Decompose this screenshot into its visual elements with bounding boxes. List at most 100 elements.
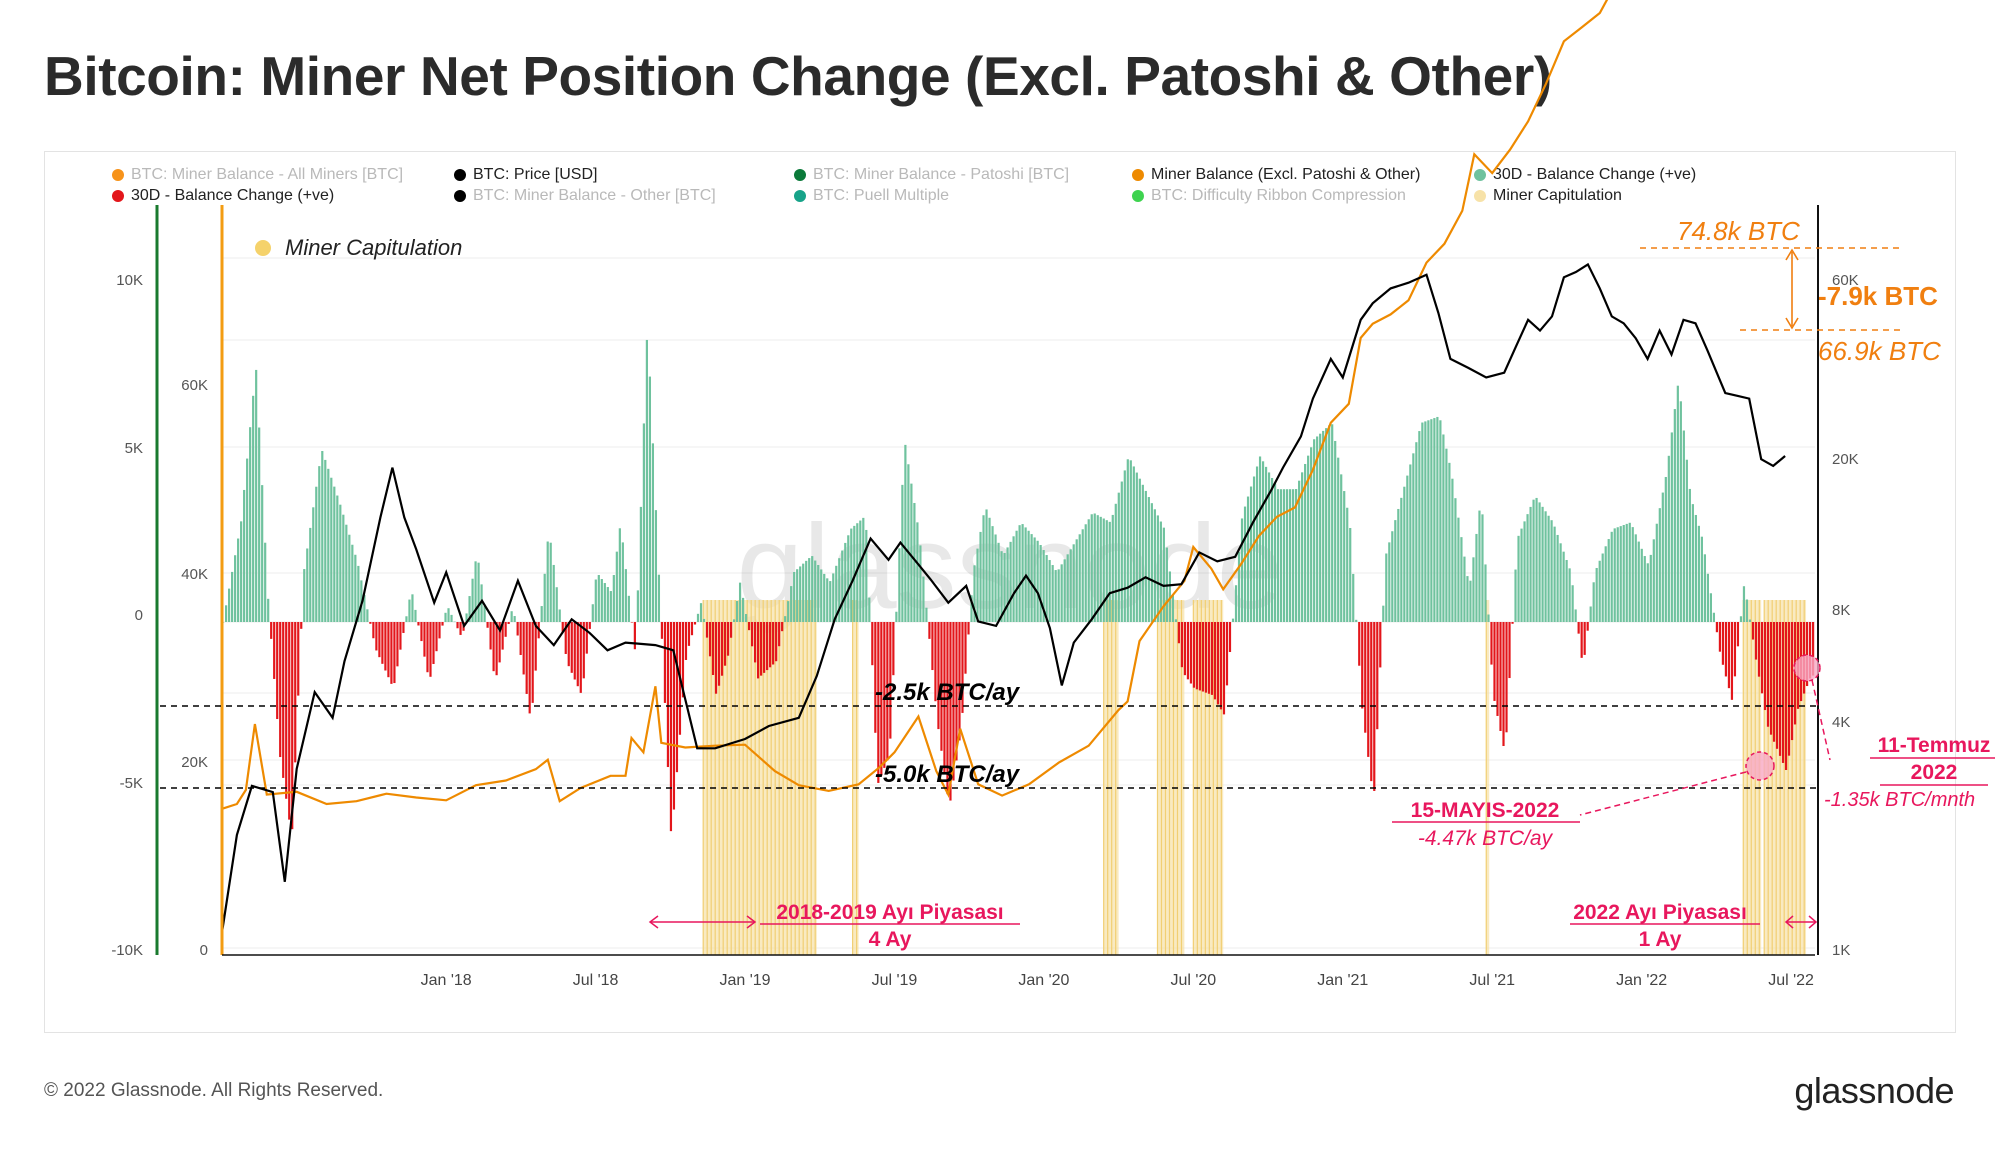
bar-positive xyxy=(483,606,486,622)
bar-positive xyxy=(414,609,417,622)
bar-negative xyxy=(964,622,967,674)
bar-positive xyxy=(1556,534,1559,622)
bar-negative xyxy=(1204,622,1208,693)
legend-item-difficulty-ribbon[interactable]: BTC: Difficulty Ribbon Compression xyxy=(1132,187,1406,205)
bar-positive xyxy=(1634,534,1637,622)
bar-positive xyxy=(264,542,267,622)
legend-item-other[interactable]: BTC: Miner Balance - Other [BTC] xyxy=(454,187,716,205)
bar-negative xyxy=(1207,622,1211,694)
bar-negative xyxy=(372,622,375,639)
bar-negative xyxy=(1583,622,1586,655)
bar-positive xyxy=(1286,489,1289,622)
bar-positive xyxy=(1469,580,1472,622)
bar-positive xyxy=(465,613,468,622)
legend-dot xyxy=(794,169,806,181)
bar-positive xyxy=(1292,489,1295,622)
bar-positive xyxy=(738,582,742,622)
bar-positive xyxy=(603,583,606,622)
legend-label: Miner Capitulation xyxy=(1493,187,1622,204)
bar-positive xyxy=(366,609,369,622)
bar-positive xyxy=(1466,576,1469,622)
bar-positive xyxy=(853,525,856,622)
legend-label: BTC: Miner Balance - All Miners [BTC] xyxy=(131,166,404,183)
bar-positive xyxy=(363,594,366,622)
bar-positive xyxy=(1475,533,1478,622)
bar-positive xyxy=(1252,476,1256,622)
bar-positive xyxy=(405,616,408,622)
bar-positive xyxy=(1045,555,1048,622)
legend-item-all-miners[interactable]: BTC: Miner Balance - All Miners [BTC] xyxy=(112,166,403,184)
bar-positive xyxy=(261,485,264,622)
bar-positive xyxy=(1060,564,1063,622)
bar-negative xyxy=(781,622,784,632)
bar-negative xyxy=(1213,622,1217,700)
bar-positive xyxy=(784,616,787,622)
bar-negative xyxy=(369,622,372,624)
ref-line-1-label: -2.5k BTC/ay xyxy=(875,679,1021,706)
bar-positive xyxy=(1295,489,1298,622)
bar-positive xyxy=(1000,551,1003,622)
chart-title: Bitcoin: Miner Net Position Change (Excl… xyxy=(44,45,1552,107)
bar-negative xyxy=(886,622,889,761)
bar-negative xyxy=(693,622,697,625)
bar-positive xyxy=(555,587,558,622)
may-title: 15-MAYIS-2022 xyxy=(1411,799,1560,822)
bar-negative xyxy=(1763,622,1767,711)
y-tick-label-miner-balance: 0 xyxy=(200,942,208,959)
bar-positive xyxy=(231,571,234,622)
bar-negative xyxy=(588,622,591,629)
bar-positive xyxy=(1457,517,1460,622)
bar-positive xyxy=(234,555,237,622)
bar-negative xyxy=(952,622,955,781)
bar-positive xyxy=(1622,525,1625,622)
bar-positive xyxy=(1472,557,1475,622)
bar-negative xyxy=(393,622,396,684)
bar-negative xyxy=(1177,622,1180,644)
bar-negative xyxy=(1210,622,1214,695)
legend-item-puell[interactable]: BTC: Puell Multiple xyxy=(794,187,949,205)
legend-item-balance-change-positive[interactable]: 30D - Balance Change (+ve) xyxy=(1474,166,1696,184)
legend-item-miner-capitulation[interactable]: Miner Capitulation xyxy=(1474,187,1622,205)
bar-positive xyxy=(856,523,859,622)
bar-positive xyxy=(651,443,655,622)
bar-negative xyxy=(931,622,934,671)
bar-positive xyxy=(820,569,823,622)
bar-positive xyxy=(826,578,829,622)
bar-positive xyxy=(1631,527,1634,622)
bar-positive xyxy=(621,542,624,622)
bar-positive xyxy=(925,607,928,622)
bar-positive xyxy=(1691,504,1694,622)
bar-positive xyxy=(1298,480,1301,622)
bar-positive xyxy=(1039,545,1042,622)
bar-positive xyxy=(345,524,348,622)
bar-negative xyxy=(375,622,378,651)
bar-negative xyxy=(270,622,273,639)
bar-negative xyxy=(564,622,567,654)
bar-negative xyxy=(579,622,582,693)
legend-item-miner-balance-excl[interactable]: Miner Balance (Excl. Patoshi & Other) xyxy=(1132,166,1420,184)
legend-label: BTC: Miner Balance - Other [BTC] xyxy=(473,187,716,204)
bar-positive xyxy=(811,556,814,622)
axes: 10K 5K 0 -5K -10K 60K 40K 20K 0 60K 20K 8K 4K 1K Jan '… xyxy=(111,205,1859,989)
bar-negative xyxy=(396,622,399,667)
bar-positive xyxy=(1319,433,1322,622)
bar-negative xyxy=(1805,622,1809,687)
legend-item-balance-change-negative[interactable]: 30D - Balance Change (+ve) xyxy=(112,187,334,205)
bar-positive xyxy=(1676,385,1679,622)
bar-positive xyxy=(1436,416,1439,622)
bar-positive xyxy=(1589,606,1592,622)
bar-positive xyxy=(699,603,703,622)
bar-negative xyxy=(1811,622,1815,676)
bar-positive xyxy=(1523,521,1526,622)
july-leader-line xyxy=(1811,679,1831,761)
bar-positive xyxy=(735,601,739,622)
bar-positive xyxy=(228,588,231,622)
legend-item-price[interactable]: BTC: Price [USD] xyxy=(454,166,597,184)
legend-item-patoshi[interactable]: BTC: Miner Balance - Patoshi [BTC] xyxy=(794,166,1069,184)
bar-positive xyxy=(1682,430,1685,622)
bar-positive xyxy=(1568,568,1571,622)
bar-positive xyxy=(1033,537,1036,622)
bar-positive xyxy=(1646,563,1649,622)
bar-negative xyxy=(1201,622,1205,692)
bar-negative xyxy=(504,622,507,637)
